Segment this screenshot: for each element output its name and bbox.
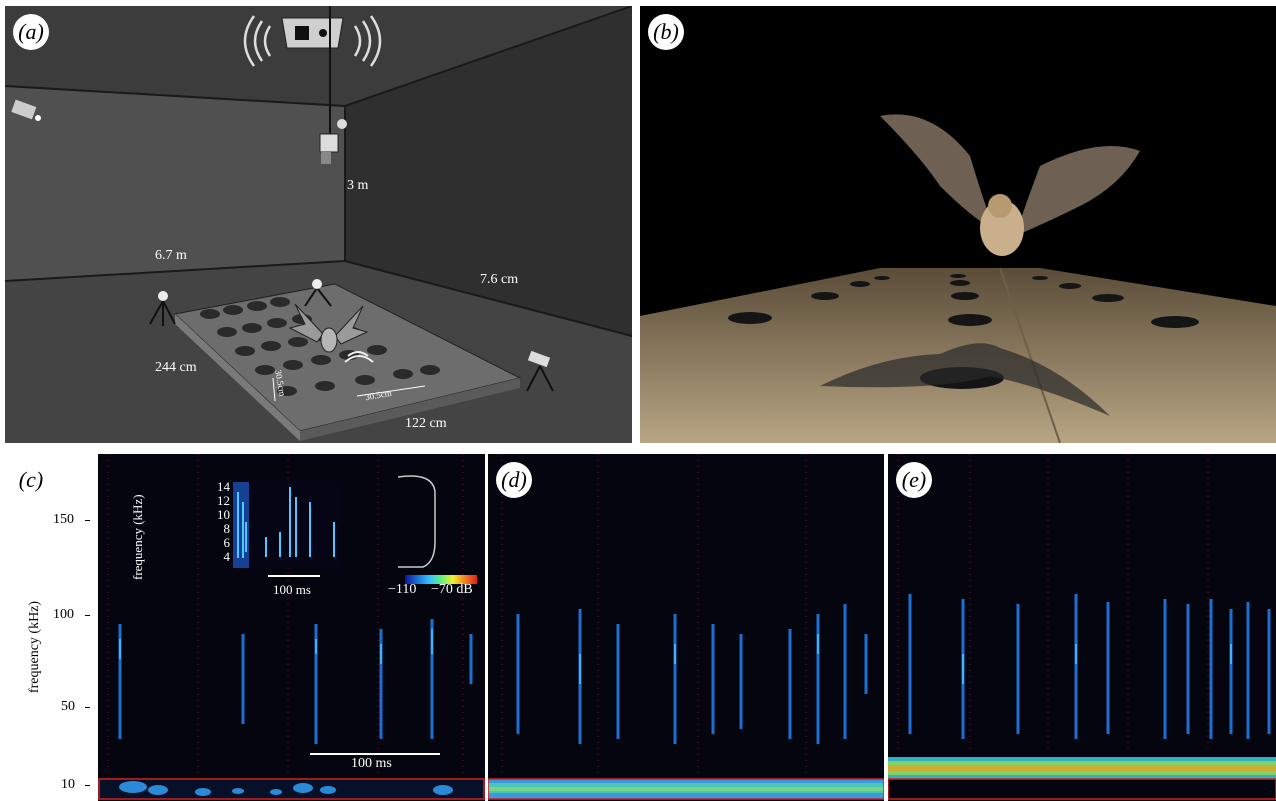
inset-y-ticks: 14 12 10 8 6 4 [216,480,230,564]
dim-height: 3 m [347,178,369,193]
inset-tick-8: 8 [223,521,231,536]
panel-label-d: (d) [496,462,532,498]
y-tick-150: 150 [53,512,74,527]
microphone-center-icon [304,287,332,307]
panel-label-c: (c) [13,462,49,498]
panel-a-room-schematic: (a) 3 m 6.7 m 7.6 cm 244 cm 122 cm 30.5c… [5,6,632,443]
spectrogram-c-area: 100 ms −110 −70 dB 100 ms frequency (kHz… [98,454,485,801]
y-tick-10: 10 [61,777,75,792]
wall-camera-left-icon [11,99,41,121]
colorbar-max: −70 dB [431,582,473,597]
dim-board-width: 122 cm [405,416,447,431]
y-tick-100: 100 [53,607,74,622]
wall-camera-corner-icon [337,119,347,129]
inset-tick-6: 6 [223,535,231,550]
panel-label-e: (e) [896,462,932,498]
highlight-box-e [888,778,1276,800]
speaker-array-icon [243,15,382,67]
spectrogram-c-svg [98,454,485,800]
microphone-left-icon [149,300,176,326]
spectrogram-e-svg [888,454,1276,800]
inset-scale-bar [268,575,320,577]
y-tick-50: 50 [61,699,75,714]
dim-board-length: 244 cm [155,360,197,375]
colorbar-min: −110 [388,582,417,597]
microphone-right-icon [526,365,554,392]
inset-tick-14: 14 [217,479,230,494]
room-schematic-svg [5,6,632,443]
panel-c-spectrogram: 100 ms −110 −70 dB 100 ms frequency (kHz… [5,454,485,801]
bat-photo-svg [640,114,1276,443]
inset-tick-4: 4 [223,549,231,564]
inset-tick-12: 12 [217,493,230,508]
panel-label-b: (b) [648,14,684,50]
inset-tick-10: 10 [217,507,230,522]
spectrogram-d-svg [488,454,884,800]
inset-scale-label: 100 ms [273,582,311,597]
y-axis-label-c: frequency (kHz) [27,600,42,694]
highlight-box-d [488,778,884,800]
inset-y-label: frequency (kHz) [130,494,145,580]
hanging-camera-icon [319,133,339,153]
scale-bar-label-c: 100 ms [351,756,392,771]
highlight-box-c [98,778,485,800]
inset-spectrum-curve [397,475,436,568]
panel-d-spectrogram: (d) [488,454,884,801]
bat-schematic-icon [288,303,369,353]
panel-label-a: (a) [13,14,49,50]
dim-room-width: 6.7 m [155,248,187,263]
panel-b-bat-photo: (b) [640,6,1276,443]
bat-photo-icon [880,114,1140,256]
dim-room-depth: 7.6 cm [480,272,519,287]
inset-spectrogram [233,482,341,568]
colorbar [405,575,477,584]
panel-e-spectrogram: (e) [888,454,1276,801]
